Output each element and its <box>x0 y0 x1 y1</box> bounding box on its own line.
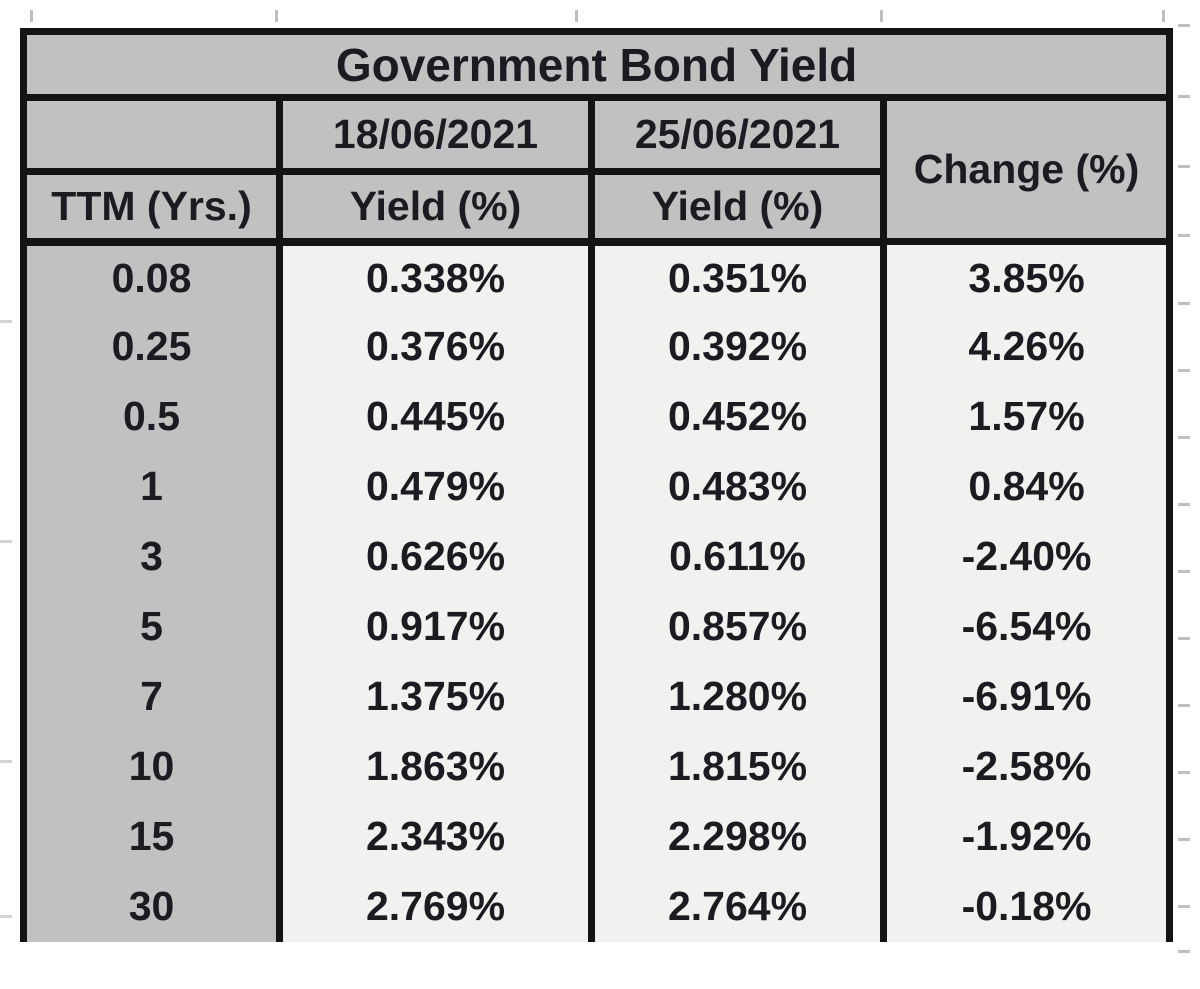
ttm-cell: 1 <box>20 451 283 522</box>
change-cell: -1.92% <box>879 801 1174 872</box>
column-header-change: Change (%) <box>879 94 1174 245</box>
gridline-tick <box>1178 369 1190 372</box>
gridline-tick <box>1178 950 1190 953</box>
change-cell: 3.85% <box>879 241 1174 312</box>
table-row: 0.25 0.376% 0.392% 4.26% <box>20 311 1174 382</box>
column-header-yield-1: Yield (%) <box>276 168 595 246</box>
gridline-tick <box>275 10 278 22</box>
gridline-tick <box>1178 905 1190 908</box>
ttm-cell: 0.5 <box>20 381 283 452</box>
yield2-cell: 2.764% <box>588 871 887 942</box>
gridline-tick <box>1178 24 1190 27</box>
yield2-cell: 1.815% <box>588 731 887 802</box>
gridline-tick <box>1178 570 1190 573</box>
change-cell: 0.84% <box>879 451 1174 522</box>
ttm-cell: 30 <box>20 871 283 942</box>
table-row: 5 0.917% 0.857% -6.54% <box>20 591 1174 662</box>
gridline-tick <box>30 10 33 22</box>
yield2-cell: 0.392% <box>588 311 887 382</box>
ttm-cell: 10 <box>20 731 283 802</box>
change-cell: -2.58% <box>879 731 1174 802</box>
empty-header-cell <box>20 94 283 175</box>
table-dates-row: 18/06/2021 25/06/2021 Change (%) <box>20 94 1174 245</box>
change-cell: 1.57% <box>879 381 1174 452</box>
gridline-tick <box>0 320 12 323</box>
ttm-cell: 15 <box>20 801 283 872</box>
table-row: 15 2.343% 2.298% -1.92% <box>20 801 1174 872</box>
yield1-cell: 2.343% <box>276 801 595 872</box>
ttm-cell: 7 <box>20 661 283 732</box>
ttm-cell: 0.25 <box>20 311 283 382</box>
yield1-cell: 0.376% <box>276 311 595 382</box>
change-cell: -6.91% <box>879 661 1174 732</box>
gridline-tick <box>880 10 883 22</box>
table-subheader-row: TTM (Yrs.) Yield (%) Yield (%) <box>20 168 1170 246</box>
gridline-tick <box>0 540 12 543</box>
table-row: 0.08 0.338% 0.351% 3.85% <box>20 241 1174 312</box>
table-row: 30 2.769% 2.764% -0.18% <box>20 871 1174 942</box>
table-row: 3 0.626% 0.611% -2.40% <box>20 521 1174 592</box>
yield1-cell: 1.375% <box>276 661 595 732</box>
table-row: 1 0.479% 0.483% 0.84% <box>20 451 1174 522</box>
table-row: 0.5 0.445% 0.452% 1.57% <box>20 381 1174 452</box>
ttm-cell: 5 <box>20 591 283 662</box>
gridline-tick <box>0 915 12 918</box>
yield2-cell: 0.452% <box>588 381 887 452</box>
table-title: Government Bond Yield <box>19 28 1174 101</box>
gridline-tick <box>1178 234 1190 237</box>
yield2-cell: 0.857% <box>588 591 887 662</box>
yield2-cell: 2.298% <box>588 801 887 872</box>
gridline-tick <box>0 760 12 763</box>
gridline-tick <box>1178 165 1190 168</box>
gridline-tick <box>575 10 578 22</box>
yield1-cell: 0.445% <box>276 381 595 452</box>
table-row: 7 1.375% 1.280% -6.91% <box>20 661 1174 732</box>
gridline-tick <box>1178 302 1190 305</box>
yield1-cell: 2.769% <box>276 871 595 942</box>
yield2-cell: 0.351% <box>588 241 887 312</box>
gridline-tick <box>1178 704 1190 707</box>
column-header-yield-2: Yield (%) <box>588 168 887 246</box>
column-header-ttm: TTM (Yrs.) <box>20 168 283 246</box>
gridline-tick <box>1162 10 1165 22</box>
table-row: 10 1.863% 1.815% -2.58% <box>20 731 1174 802</box>
yield1-cell: 0.479% <box>276 451 595 522</box>
yield1-cell: 0.338% <box>276 241 595 312</box>
gridline-tick <box>1178 637 1190 640</box>
change-cell: 4.26% <box>879 311 1174 382</box>
column-header-date-1: 18/06/2021 <box>276 94 595 175</box>
change-cell: -2.40% <box>879 521 1174 592</box>
ttm-cell: 3 <box>20 521 283 592</box>
yield2-cell: 0.483% <box>588 451 887 522</box>
column-header-date-2: 25/06/2021 <box>588 94 887 175</box>
table-title-row: Government Bond Yield <box>19 28 1174 101</box>
yield1-cell: 0.626% <box>276 521 595 592</box>
change-cell: -0.18% <box>879 871 1174 942</box>
gridline-tick <box>1178 436 1190 439</box>
yield1-cell: 0.917% <box>276 591 595 662</box>
ttm-cell: 0.08 <box>20 241 283 312</box>
yield1-cell: 1.863% <box>276 731 595 802</box>
yield2-cell: 0.611% <box>588 521 887 592</box>
yield2-cell: 1.280% <box>588 661 887 732</box>
gridline-tick <box>1178 503 1190 506</box>
gridline-tick <box>1178 95 1190 98</box>
government-bond-yield-table: Government Bond Yield 18/06/2021 25/06/2… <box>19 28 1174 942</box>
gridline-tick <box>1178 771 1190 774</box>
gridline-tick <box>1178 838 1190 841</box>
change-cell: -6.54% <box>879 591 1174 662</box>
